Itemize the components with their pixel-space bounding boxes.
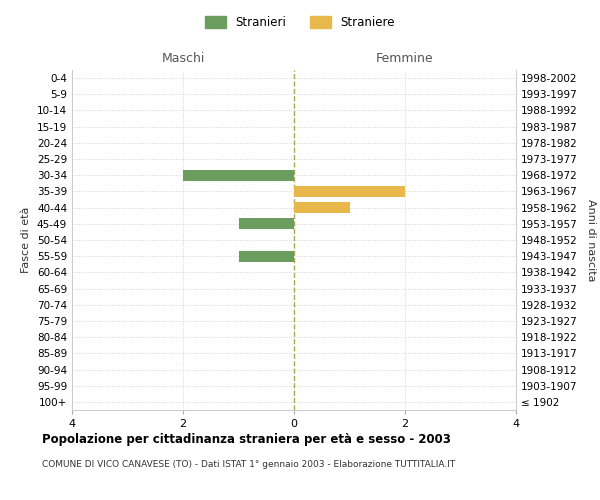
Bar xyxy=(239,218,294,230)
Y-axis label: Fasce di età: Fasce di età xyxy=(22,207,31,273)
Legend: Stranieri, Straniere: Stranieri, Straniere xyxy=(205,16,395,29)
Bar xyxy=(183,170,294,181)
Bar xyxy=(239,250,294,262)
Y-axis label: Anni di nascita: Anni di nascita xyxy=(586,198,596,281)
Text: Popolazione per cittadinanza straniera per età e sesso - 2003: Popolazione per cittadinanza straniera p… xyxy=(42,432,451,446)
Text: Maschi: Maschi xyxy=(161,52,205,65)
Text: Femmine: Femmine xyxy=(376,52,434,65)
Bar xyxy=(294,202,350,213)
Text: COMUNE DI VICO CANAVESE (TO) - Dati ISTAT 1° gennaio 2003 - Elaborazione TUTTITA: COMUNE DI VICO CANAVESE (TO) - Dati ISTA… xyxy=(42,460,455,469)
Bar xyxy=(294,186,405,197)
